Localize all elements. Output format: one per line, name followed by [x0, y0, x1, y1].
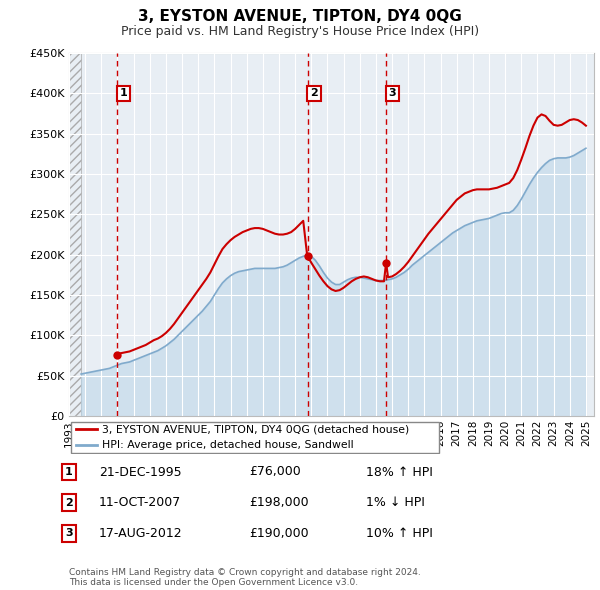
Text: 3: 3 [65, 529, 73, 538]
Text: 21-DEC-1995: 21-DEC-1995 [99, 466, 182, 478]
Text: 3: 3 [389, 88, 396, 99]
Text: 2: 2 [65, 498, 73, 507]
Text: 2: 2 [310, 88, 318, 99]
Text: HPI: Average price, detached house, Sandwell: HPI: Average price, detached house, Sand… [102, 440, 353, 450]
Text: 10% ↑ HPI: 10% ↑ HPI [366, 527, 433, 540]
FancyBboxPatch shape [71, 422, 439, 453]
Text: 18% ↑ HPI: 18% ↑ HPI [366, 466, 433, 478]
Text: 3, EYSTON AVENUE, TIPTON, DY4 0QG: 3, EYSTON AVENUE, TIPTON, DY4 0QG [138, 9, 462, 24]
Text: 17-AUG-2012: 17-AUG-2012 [99, 527, 182, 540]
Text: £190,000: £190,000 [249, 527, 308, 540]
Text: 1: 1 [119, 88, 127, 99]
Text: 3, EYSTON AVENUE, TIPTON, DY4 0QG (detached house): 3, EYSTON AVENUE, TIPTON, DY4 0QG (detac… [102, 424, 409, 434]
Text: 1% ↓ HPI: 1% ↓ HPI [366, 496, 425, 509]
Text: Price paid vs. HM Land Registry's House Price Index (HPI): Price paid vs. HM Land Registry's House … [121, 25, 479, 38]
Text: Contains HM Land Registry data © Crown copyright and database right 2024.
This d: Contains HM Land Registry data © Crown c… [69, 568, 421, 587]
Text: 1: 1 [65, 467, 73, 477]
Text: £198,000: £198,000 [249, 496, 308, 509]
Text: £76,000: £76,000 [249, 466, 301, 478]
Text: 11-OCT-2007: 11-OCT-2007 [99, 496, 181, 509]
